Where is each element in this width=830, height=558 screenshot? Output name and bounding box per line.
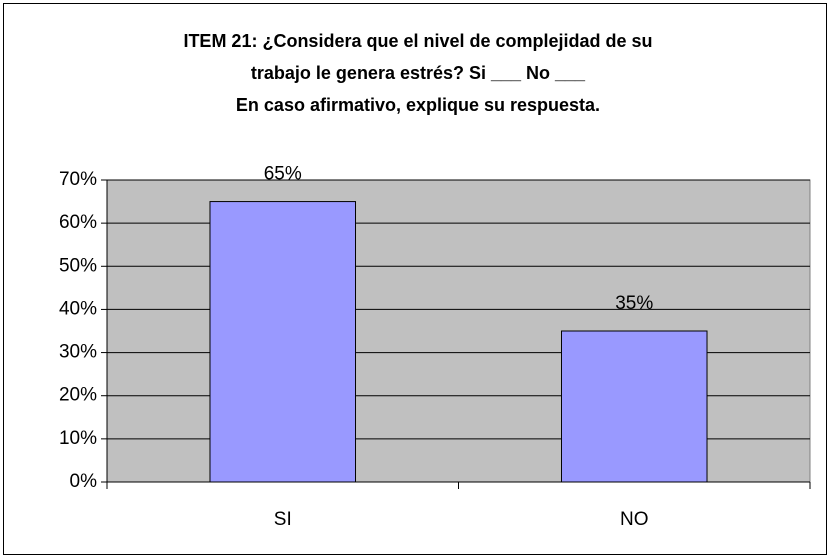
chart-title: ITEM 21: ¿Considera que el nivel de comp…: [183, 31, 652, 51]
chart-title: En caso afirmativo, explique su respuest…: [236, 95, 600, 115]
y-tick-label: 40%: [59, 298, 97, 319]
y-tick-label: 20%: [59, 385, 97, 406]
y-tick-label: 50%: [59, 255, 97, 276]
y-tick-label: 70%: [59, 169, 97, 190]
x-tick-label: NO: [620, 509, 649, 530]
bar: [209, 201, 357, 483]
y-tick-label: 30%: [59, 342, 97, 363]
data-label: 65%: [264, 164, 302, 185]
y-tick-label: 10%: [59, 428, 97, 449]
y-tick-label: 60%: [59, 212, 97, 233]
y-tick-label: 0%: [70, 471, 98, 492]
x-tick-label: SI: [274, 509, 292, 530]
data-label: 35%: [615, 293, 653, 314]
chart-title: trabajo le genera estrés? Si ___ No ___: [251, 63, 586, 83]
bar: [560, 330, 708, 483]
